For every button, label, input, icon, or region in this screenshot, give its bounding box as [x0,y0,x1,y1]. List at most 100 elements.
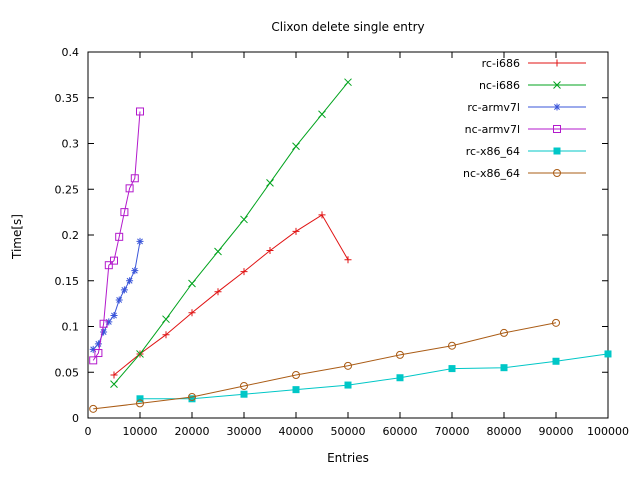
marker-cross [318,110,326,119]
marker-cross [188,279,196,288]
x-tick-label: 70000 [435,425,470,438]
marker-asterisk [94,340,102,348]
marker-cross [110,380,118,388]
legend-entry-nc-x86_64: nc-x86_64 [463,167,586,180]
marker-cross [266,178,274,187]
marker-square-open [115,232,124,241]
marker-square-open [110,256,118,265]
marker-square-open [553,125,561,133]
marker-square-filled [292,386,300,394]
marker-cross [344,78,352,87]
chart-title: Clixon delete single entry [271,20,425,34]
marker-plus [214,288,222,296]
marker-square-filled [344,381,352,389]
legend-entry-rc-i686: rc-i686 [482,57,586,70]
x-tick-label: 0 [85,425,92,438]
y-axis-label: Time[s] [10,214,24,259]
marker-square-filled [188,395,196,403]
marker-asterisk [105,318,113,326]
y-tick-label: 0.25 [55,183,80,196]
marker-circle-open [344,361,352,370]
marker-square-filled [448,365,456,373]
x-tick-label: 90000 [539,425,574,438]
marker-plus [110,371,118,379]
marker-square-open [130,174,139,183]
marker-square-filled [552,357,560,365]
marker-square-open [120,208,129,217]
marker-square-open [99,319,108,328]
y-tick-label: 0 [72,412,79,425]
marker-asterisk [136,237,144,245]
marker-circle-open [500,328,508,337]
marker-plus [344,256,352,264]
marker-asterisk [131,267,139,275]
marker-asterisk [89,345,97,353]
marker-square-filled [396,374,404,382]
legend-label: nc-x86_64 [463,167,520,180]
series-nc-armv7l [89,107,144,365]
legend-label: rc-i686 [482,57,520,70]
marker-square-filled [500,364,508,372]
legend-entry-rc-armv7l: rc-armv7l [467,101,586,114]
marker-plus [162,331,170,339]
marker-square-filled [240,390,248,398]
x-tick-label: 40000 [279,425,314,438]
x-axis-label: Entries [327,451,369,465]
marker-asterisk [100,328,108,336]
marker-square-open [89,356,98,365]
y-tick-label: 0.3 [62,138,80,151]
marker-asterisk [120,286,128,294]
marker-square-filled [553,147,561,155]
x-tick-label: 80000 [487,425,522,438]
x-tick-label: 30000 [227,425,262,438]
marker-plus [318,211,326,219]
series-nc-x86_64 [89,318,560,413]
series-line [113,214,349,376]
x-tick-label: 20000 [175,425,210,438]
marker-circle-open [240,381,248,390]
series-line [113,81,349,385]
y-tick-label: 0.15 [55,275,80,288]
marker-square-open [125,184,134,193]
marker-circle-open [553,169,561,177]
legend-entry-nc-armv7l: nc-armv7l [465,123,586,136]
y-tick-label: 0.1 [62,321,80,334]
marker-plus [240,268,248,276]
legend-label: nc-armv7l [465,123,520,136]
series-rc-x86_64 [136,350,612,403]
marker-cross [136,350,144,358]
series-nc-i686 [110,78,352,388]
marker-circle-open [89,404,98,413]
legend-label: nc-i686 [479,79,520,92]
legend-entry-nc-i686: nc-i686 [479,79,586,92]
marker-asterisk [115,296,123,304]
marker-circle-open [396,350,404,359]
marker-circle-open [552,318,560,327]
marker-circle-open [136,399,144,408]
legend-label: rc-armv7l [467,101,520,114]
x-tick-label: 60000 [383,425,418,438]
series-rc-armv7l [89,237,144,353]
series-line [140,353,609,400]
marker-cross [553,81,561,89]
marker-cross [214,247,222,256]
marker-asterisk [553,103,561,111]
marker-square-open [104,261,113,270]
marker-cross [292,142,300,151]
legend-entry-rc-x86_64: rc-x86_64 [466,145,586,158]
marker-square-filled [136,395,144,403]
y-tick-label: 0.2 [62,229,80,242]
marker-square-filled [604,350,612,358]
x-tick-label: 50000 [331,425,366,438]
series-line [93,322,557,410]
marker-plus [188,309,196,317]
marker-asterisk [110,312,118,320]
marker-circle-open [188,392,196,401]
marker-plus [266,247,274,255]
y-tick-label: 0.4 [62,46,80,59]
x-tick-label: 100000 [587,425,629,438]
y-tick-label: 0.05 [55,366,80,379]
series-rc-i686 [110,211,352,379]
